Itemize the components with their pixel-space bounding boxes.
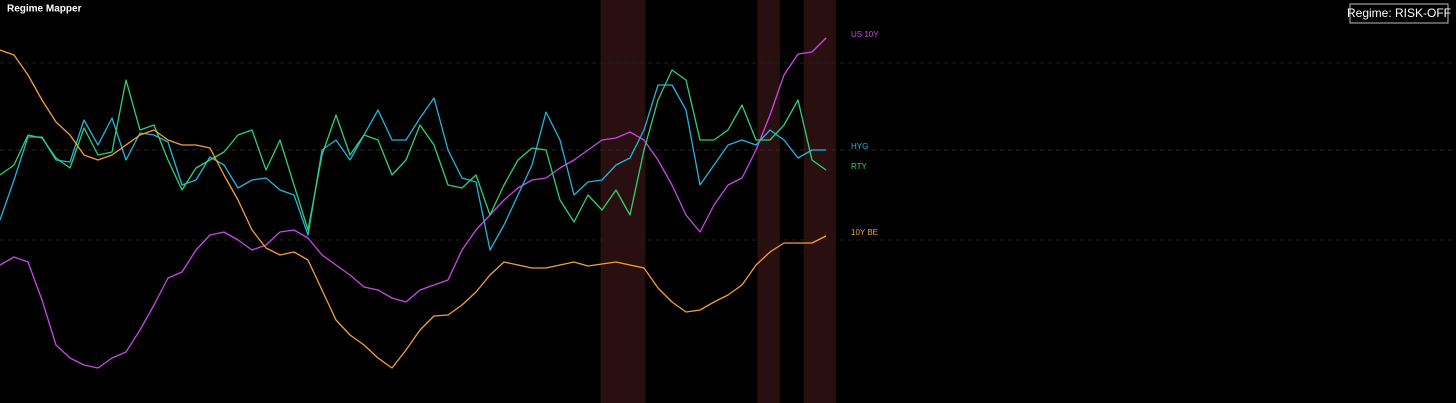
lines: US 10Y HYG RTY 10Y BE <box>0 30 879 369</box>
series-label: US 10Y <box>851 30 879 39</box>
series-label: HYG <box>851 142 868 151</box>
series-line <box>0 84 826 251</box>
regime-badge: Regime: RISK-OFF <box>1347 6 1451 20</box>
series-line <box>0 69 827 231</box>
series-label: RTY <box>851 162 868 171</box>
regime-bands <box>600 0 836 403</box>
series-line <box>0 37 827 369</box>
regime-badge-box <box>1349 3 1449 24</box>
chart-title: Regime Mapper <box>7 4 82 15</box>
series-label: 10Y BE <box>851 228 878 237</box>
regime-band <box>757 0 780 403</box>
regime-band <box>803 0 836 403</box>
series-line <box>0 49 827 369</box>
